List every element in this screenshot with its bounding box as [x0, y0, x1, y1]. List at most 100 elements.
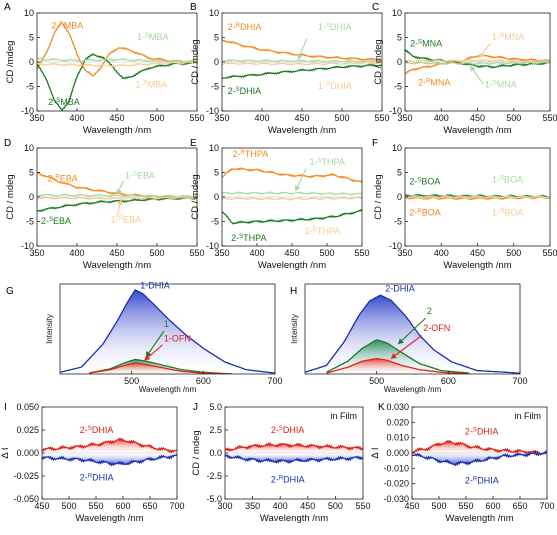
series-label: 2-SBOA	[409, 176, 440, 186]
y-tick-label: 0.025	[16, 425, 39, 435]
y-tick-label: -2.5	[206, 471, 222, 481]
y-tick-label: 0	[214, 57, 219, 67]
series-label: 1-SDHIA	[318, 22, 352, 32]
series-label-rest: THPA	[322, 157, 345, 167]
x-tick-label: 650	[142, 501, 157, 511]
y-tick-label: 10	[392, 143, 402, 153]
x-tick-label: 350	[214, 248, 229, 258]
x-tick-label: 500	[431, 501, 446, 511]
series-label: 2-RDHIA	[80, 473, 114, 483]
annotation-arrowhead	[391, 353, 397, 359]
series-label-rest: DHIA	[92, 473, 114, 483]
series-line	[37, 196, 197, 213]
series-group	[225, 442, 363, 465]
series-line	[222, 196, 362, 201]
x-tick-label: 500	[334, 113, 349, 123]
series-label: 2-RBOA	[409, 208, 440, 218]
series-label-prefix: 1-	[305, 226, 313, 236]
series-label-sup: S	[500, 175, 504, 181]
series-line	[412, 449, 547, 467]
series-label-sup: R	[236, 23, 241, 29]
x-tick-label: 500	[149, 113, 164, 123]
series-label-prefix: 2-	[80, 473, 88, 483]
series-label-sup: S	[145, 33, 149, 39]
y-tick-label: -5	[211, 82, 219, 92]
series-label-prefix: 2-	[465, 476, 473, 486]
x-tick-label: 450	[294, 113, 309, 123]
annotation-arrowhead	[116, 188, 122, 195]
panel-g: G 500 600 700 Wavelength /nm Intensity 1-DHIA 1…	[6, 280, 283, 394]
x-tick-label: 500	[149, 248, 164, 258]
y-tick-label: 5	[214, 168, 219, 178]
series-label-prefix: 1-	[310, 157, 318, 167]
x-tick-label: 450	[300, 501, 315, 511]
series-line	[405, 58, 550, 64]
series-line	[225, 453, 363, 465]
x-axis-label: Wavelength /nm	[83, 125, 151, 136]
series-label-rest: DHIA	[283, 474, 305, 484]
series-label-prefix: 2-	[409, 176, 417, 186]
x-tick-label: 450	[109, 248, 124, 258]
series-label: 2-RDHIA	[228, 22, 262, 32]
series-label-sup: S	[493, 80, 497, 86]
annotation-arrowhead	[478, 52, 485, 59]
y-tick-label: 5	[29, 33, 34, 43]
x-axis-label: Wavelength /nm	[384, 385, 442, 394]
y-tick-label: 10	[24, 143, 34, 153]
series-label: 2-RDHIA	[271, 474, 305, 484]
x-tick-label: 500	[369, 376, 384, 386]
annotation-arrow	[397, 317, 426, 345]
series-line	[222, 58, 382, 64]
series-label-sup: R	[417, 209, 422, 215]
x-tick-label: 500	[506, 248, 521, 258]
x-tick-label: 550	[542, 113, 557, 123]
series-label-sup: R	[500, 33, 505, 39]
series-line	[225, 442, 363, 452]
y-tick-label: 0	[397, 192, 402, 202]
series-line	[222, 61, 382, 66]
y-tick-label: 5	[397, 168, 402, 178]
y-axis-label: CD / mdeg	[5, 174, 16, 219]
y-tick-label: -0.010	[383, 463, 409, 473]
y-tick-label: 0.030	[386, 402, 409, 412]
x-tick-label: 500	[124, 376, 139, 386]
x-tick-label: 350	[245, 501, 260, 511]
series-label-sup: S	[318, 158, 322, 164]
y-tick-label: 5	[29, 168, 34, 178]
series-label-sup: R	[59, 22, 64, 28]
series-label-rest: MNA	[497, 79, 517, 89]
series-label: 2-SDHIA	[271, 425, 305, 435]
series-label: 2-SDHIA	[80, 425, 114, 435]
panel-letter: A	[4, 2, 11, 13]
series-label-rest: MNA	[422, 38, 442, 48]
y-axis-label: CD / mdeg	[191, 430, 202, 475]
x-tick-label: 500	[319, 248, 334, 258]
annotation-arrow	[145, 330, 165, 358]
y-tick-label: 10	[209, 143, 219, 153]
y-tick-label: -5	[211, 217, 219, 227]
annotation-arrowhead	[297, 53, 303, 60]
annotation-arrowhead	[116, 199, 123, 205]
series-label: 1-REBA	[111, 214, 141, 224]
series-line	[60, 289, 275, 374]
series-label: 1-RBOA	[492, 208, 523, 218]
series-line	[37, 195, 197, 201]
series-line	[405, 54, 550, 75]
x-tick-label: 500	[506, 113, 521, 123]
series-label-prefix: 1-	[318, 22, 326, 32]
series-label-rest: BOA	[504, 174, 523, 184]
plot-frame	[304, 283, 521, 375]
series-group	[42, 437, 177, 467]
series-line	[222, 38, 382, 62]
series-label-sup: S	[236, 87, 240, 93]
y-axis-label: CD / mdeg	[190, 39, 201, 84]
panel-letter: C	[372, 2, 379, 13]
series-label-prefix: 1-	[492, 208, 500, 218]
x-tick-label: 400	[69, 113, 84, 123]
y-tick-label: 0	[214, 192, 219, 202]
series-label: 1-SEBA	[125, 170, 155, 180]
panel-letter: K	[378, 402, 385, 413]
x-tick-label: 550	[542, 248, 557, 258]
